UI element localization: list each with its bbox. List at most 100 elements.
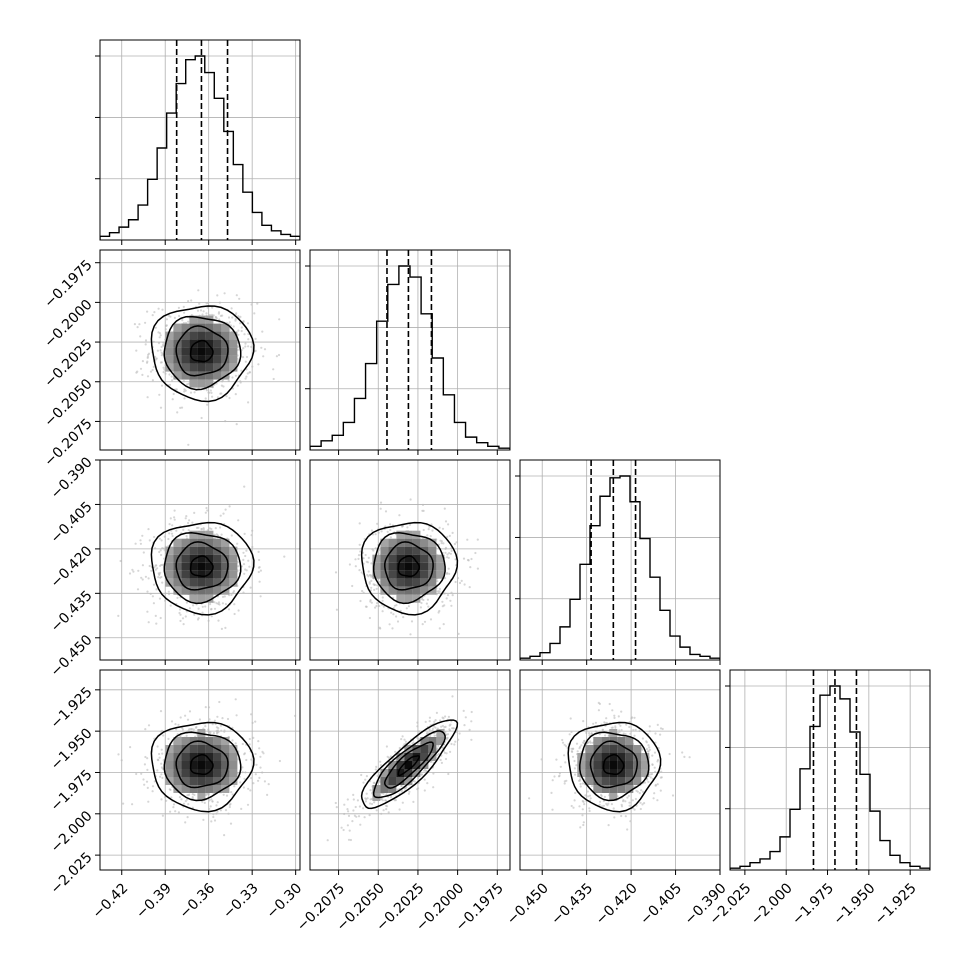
density-cell <box>229 761 238 769</box>
scatter-point <box>668 752 671 756</box>
scatter-point <box>227 379 230 382</box>
scatter-point <box>210 313 214 316</box>
scatter-point <box>122 802 125 805</box>
scatter-point <box>651 754 654 757</box>
scatter-point <box>406 526 409 529</box>
density-cell <box>205 546 214 555</box>
scatter-point <box>588 807 591 810</box>
scatter-point <box>656 783 659 786</box>
scatter-point <box>362 807 365 810</box>
density-cell <box>617 737 626 745</box>
scatter-point <box>175 529 178 532</box>
scatter-point <box>528 797 531 800</box>
scatter-point <box>220 627 223 631</box>
scatter-point <box>185 535 188 538</box>
scatter-point <box>359 599 362 603</box>
scatter-point <box>389 528 392 532</box>
density-cell <box>213 331 222 340</box>
scatter-point <box>612 807 615 810</box>
scatter-point <box>634 797 638 801</box>
density-cell <box>229 745 238 753</box>
density-cell <box>420 761 429 769</box>
scatter-point <box>359 823 362 826</box>
scatter-point <box>346 808 349 811</box>
scatter-point <box>174 810 177 813</box>
density-cell <box>197 347 206 356</box>
scatter-point <box>171 379 174 382</box>
scatter-point <box>446 594 450 597</box>
scatter-point <box>648 730 651 733</box>
scatter-point <box>584 794 587 797</box>
density-cell <box>388 538 397 547</box>
density-cell <box>221 546 230 555</box>
scatter-point <box>135 349 138 352</box>
scatter-point <box>446 571 449 575</box>
scatter-point <box>161 581 164 584</box>
contour-line <box>602 754 625 776</box>
scatter-point <box>550 791 553 795</box>
density-cell <box>396 761 405 769</box>
scatter-point <box>403 738 406 741</box>
scatter-point <box>656 723 659 727</box>
density-cell <box>221 347 230 356</box>
x-tick-label: −1.925 <box>872 880 920 928</box>
density-cell <box>213 761 222 769</box>
scatter-point <box>232 325 235 328</box>
density-cell <box>221 363 230 372</box>
density-cell <box>380 769 389 777</box>
scatter-point <box>219 724 223 727</box>
scatter-point <box>241 356 245 359</box>
scatter-point <box>407 605 410 608</box>
scatter-point <box>408 790 411 793</box>
scatter-point <box>160 798 163 801</box>
scatter-point <box>186 383 189 386</box>
scatter-point <box>239 322 242 325</box>
density-cell <box>601 737 610 745</box>
scatter-point <box>419 606 422 609</box>
scatter-point <box>347 838 351 841</box>
x-tick-label: −0.435 <box>548 880 596 928</box>
density-cell <box>165 331 174 340</box>
scatter-point <box>228 805 231 809</box>
scatter-point <box>620 728 623 732</box>
scatter-point <box>170 720 174 723</box>
scatter-point <box>216 534 219 537</box>
density-cell <box>205 371 214 380</box>
scatter-point <box>671 794 675 797</box>
scatter-point <box>627 794 631 798</box>
scatter-point <box>427 528 430 531</box>
scatter-point <box>229 822 233 825</box>
scatter-point <box>442 542 445 545</box>
scatter-point <box>179 619 182 623</box>
scatter-point <box>183 390 186 393</box>
scatter-point <box>205 506 208 510</box>
scatter-point <box>351 820 354 823</box>
scatter-point <box>152 365 155 368</box>
scatter-point <box>385 745 388 748</box>
density-cell <box>221 761 230 769</box>
contour-line <box>397 555 420 577</box>
scatter-point <box>659 733 662 736</box>
scatter-point <box>174 723 177 726</box>
density-cell <box>205 554 214 563</box>
scatter-point <box>185 734 188 738</box>
scatter-point <box>416 736 419 739</box>
scatter-point <box>160 762 163 765</box>
scatter-point <box>153 535 156 539</box>
scatter-point <box>380 530 383 533</box>
scatter-point <box>370 579 373 583</box>
scatter-point <box>425 602 428 605</box>
scatter-point <box>424 720 427 724</box>
scatter-point <box>131 803 134 806</box>
scatter-point <box>374 547 377 550</box>
scatter-point <box>243 777 246 780</box>
scatter-point <box>173 316 176 319</box>
scatter-point <box>234 374 237 377</box>
scatter-point <box>369 802 372 805</box>
scatter-point <box>158 572 161 576</box>
density-cell <box>412 562 421 571</box>
scatter-point <box>432 772 435 775</box>
scatter-point <box>184 821 187 824</box>
scatter-point <box>441 527 445 530</box>
scatter-point <box>221 380 224 383</box>
